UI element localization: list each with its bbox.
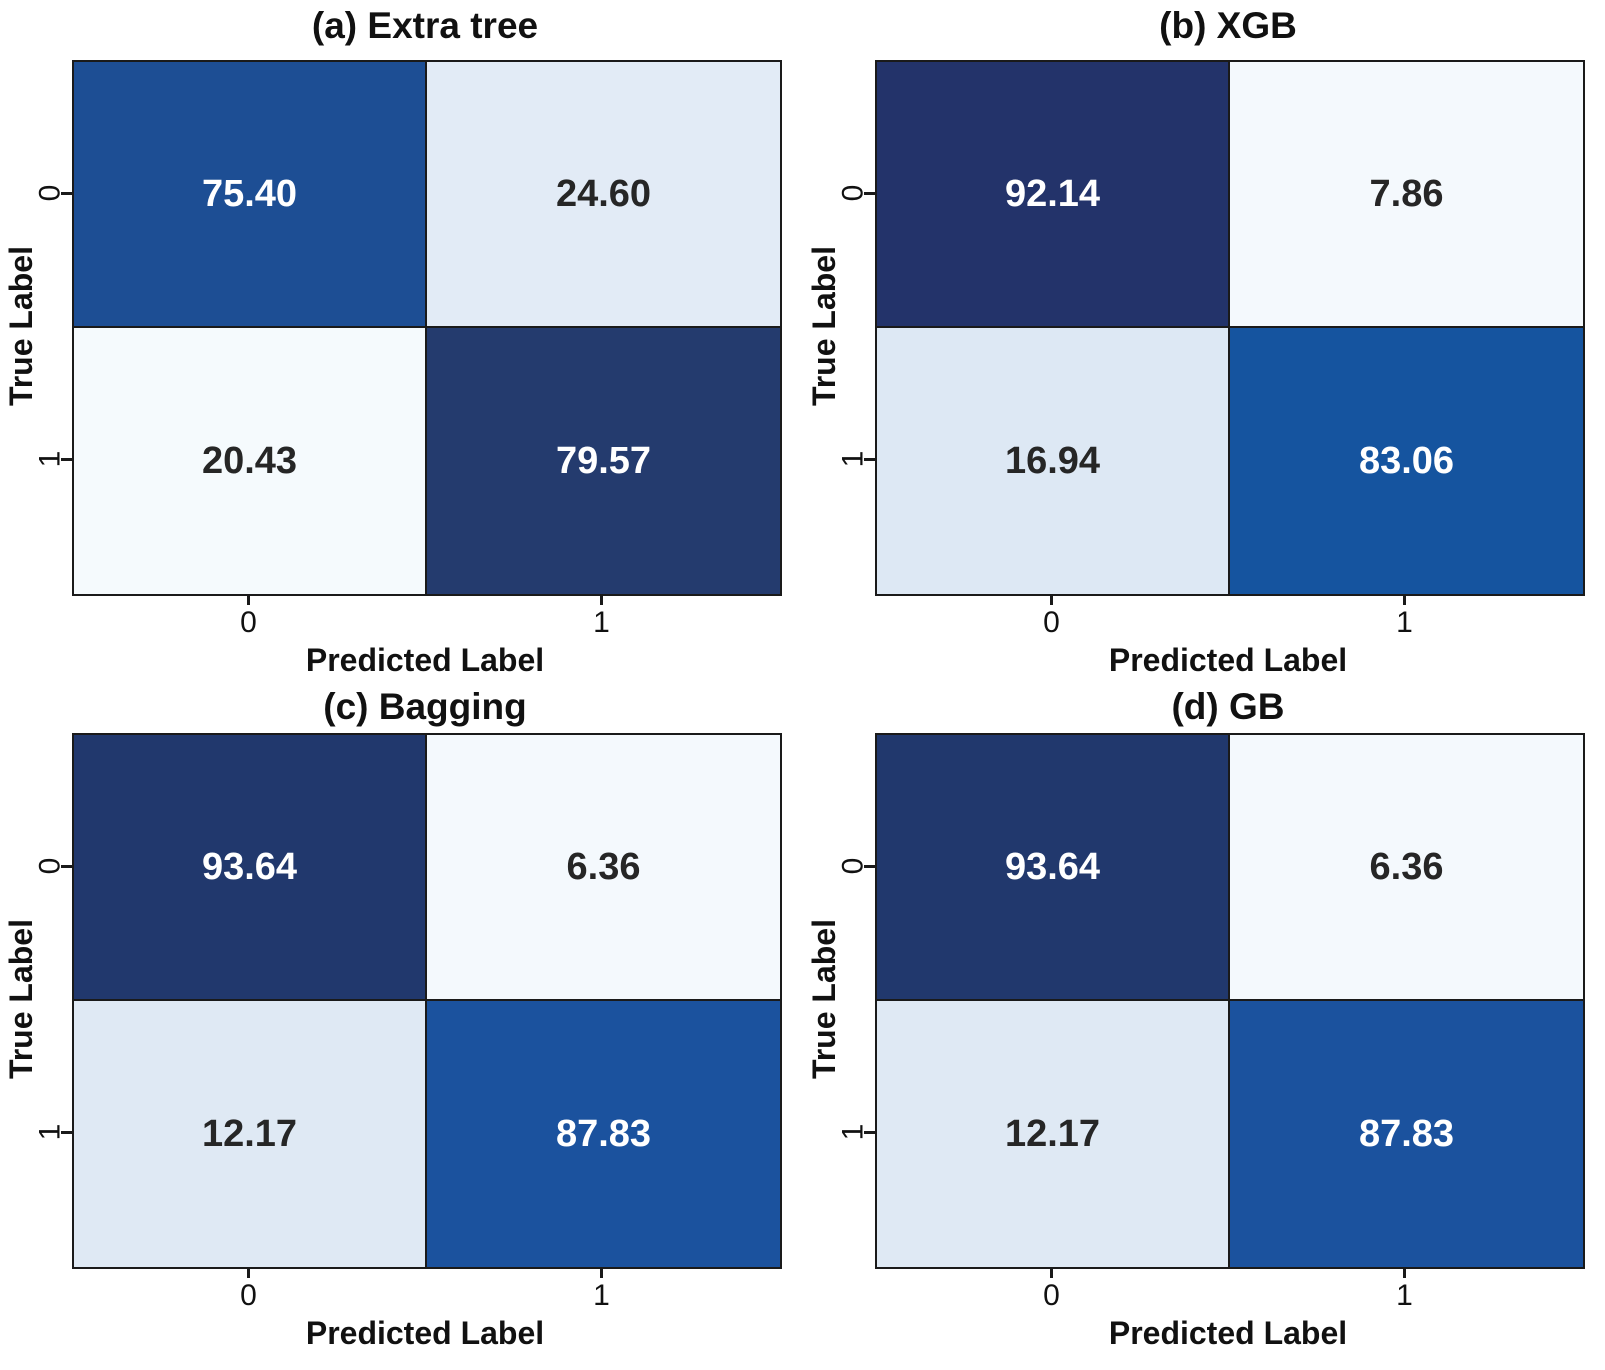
y-tick-mark (61, 865, 72, 868)
matrix-cell-true0-pred0: 93.64 (74, 735, 427, 1001)
heatmap-grid: 93.64 6.36 12.17 87.83 (72, 733, 782, 1269)
y-tick-mark (61, 192, 72, 195)
cell-value: 79.57 (555, 439, 652, 482)
panel-title: (b) XGB (1159, 5, 1297, 46)
cell-value: 12.17 (201, 1112, 298, 1155)
cell-value: 16.94 (1004, 439, 1101, 482)
y-tick-mark (864, 458, 875, 461)
y-tick-mark (61, 1131, 72, 1134)
matrix-cell-true1-pred0: 16.94 (877, 328, 1230, 594)
matrix-cell-true0-pred0: 92.14 (877, 62, 1230, 328)
x-tick-mark (1050, 1267, 1053, 1278)
cell-value: 92.14 (1004, 172, 1101, 215)
matrix-cell-true0-pred0: 93.64 (877, 735, 1230, 1001)
x-tick-label-1: 1 (1396, 1279, 1413, 1312)
x-tick-label-1: 1 (1396, 606, 1413, 639)
cell-value: 83.06 (1358, 439, 1455, 482)
matrix-cell-true1-pred0: 20.43 (74, 328, 427, 594)
cell-value: 12.17 (1004, 1112, 1101, 1155)
panel-xgb: (b) XGB True Label 0 1 92.14 7.86 16.94 … (803, 0, 1605, 697)
x-tick-label-0: 0 (1043, 1279, 1060, 1312)
x-tick-label-1: 1 (593, 1279, 610, 1312)
x-tick-mark (600, 1267, 603, 1278)
x-tick-mark (247, 1267, 250, 1278)
x-axis-label: Predicted Label (305, 641, 545, 678)
cell-value: 7.86 (1369, 172, 1444, 215)
cell-value: 93.64 (1004, 845, 1101, 888)
matrix-cell-true0-pred1: 7.86 (1230, 62, 1583, 328)
cell-value: 75.40 (201, 172, 298, 215)
x-axis-label: Predicted Label (1108, 641, 1348, 678)
matrix-cell-true0-pred1: 24.60 (427, 62, 780, 328)
x-axis-label: Predicted Label (305, 1314, 545, 1351)
heatmap-grid: 75.40 24.60 20.43 79.57 (72, 60, 782, 596)
x-tick-label-0: 0 (240, 606, 257, 639)
matrix-cell-true0-pred0: 75.40 (74, 62, 427, 328)
x-axis-label: Predicted Label (1108, 1314, 1348, 1351)
matrix-cell-true1-pred1: 87.83 (1230, 1001, 1583, 1267)
x-tick-mark (1403, 1267, 1406, 1278)
cell-value: 20.43 (201, 439, 298, 482)
panel-extra-tree: (a) Extra tree True Label 0 1 75.40 24.6… (0, 0, 802, 697)
heatmap-grid: 92.14 7.86 16.94 83.06 (875, 60, 1585, 596)
x-tick-label-0: 0 (1043, 606, 1060, 639)
x-tick-mark (600, 594, 603, 605)
cell-value: 93.64 (201, 845, 298, 888)
cell-value: 87.83 (555, 1112, 652, 1155)
y-tick-mark (864, 1131, 875, 1134)
panel-gb: (d) GB True Label 0 1 93.64 6.36 12.17 8… (803, 673, 1605, 1370)
panel-bagging: (c) Bagging True Label 0 1 93.64 6.36 12… (0, 673, 802, 1370)
matrix-cell-true1-pred1: 83.06 (1230, 328, 1583, 594)
cell-value: 6.36 (566, 845, 641, 888)
heatmap-grid: 93.64 6.36 12.17 87.83 (875, 733, 1585, 1269)
cell-value: 87.83 (1358, 1112, 1455, 1155)
matrix-cell-true1-pred1: 87.83 (427, 1001, 780, 1267)
x-tick-mark (1403, 594, 1406, 605)
x-tick-label-1: 1 (593, 606, 610, 639)
matrix-cell-true1-pred0: 12.17 (877, 1001, 1230, 1267)
matrix-cell-true1-pred1: 79.57 (427, 328, 780, 594)
cell-value: 6.36 (1369, 845, 1444, 888)
panel-title: (d) GB (1171, 686, 1285, 727)
y-tick-mark (61, 458, 72, 461)
x-tick-mark (1050, 594, 1053, 605)
x-tick-label-0: 0 (240, 1279, 257, 1312)
y-tick-mark (864, 865, 875, 868)
x-tick-mark (247, 594, 250, 605)
matrix-cell-true0-pred1: 6.36 (427, 735, 780, 1001)
matrix-cell-true1-pred0: 12.17 (74, 1001, 427, 1267)
panel-title: (a) Extra tree (311, 5, 539, 46)
y-tick-mark (864, 192, 875, 195)
matrix-cell-true0-pred1: 6.36 (1230, 735, 1583, 1001)
cell-value: 24.60 (555, 172, 652, 215)
panel-title: (c) Bagging (323, 686, 527, 727)
